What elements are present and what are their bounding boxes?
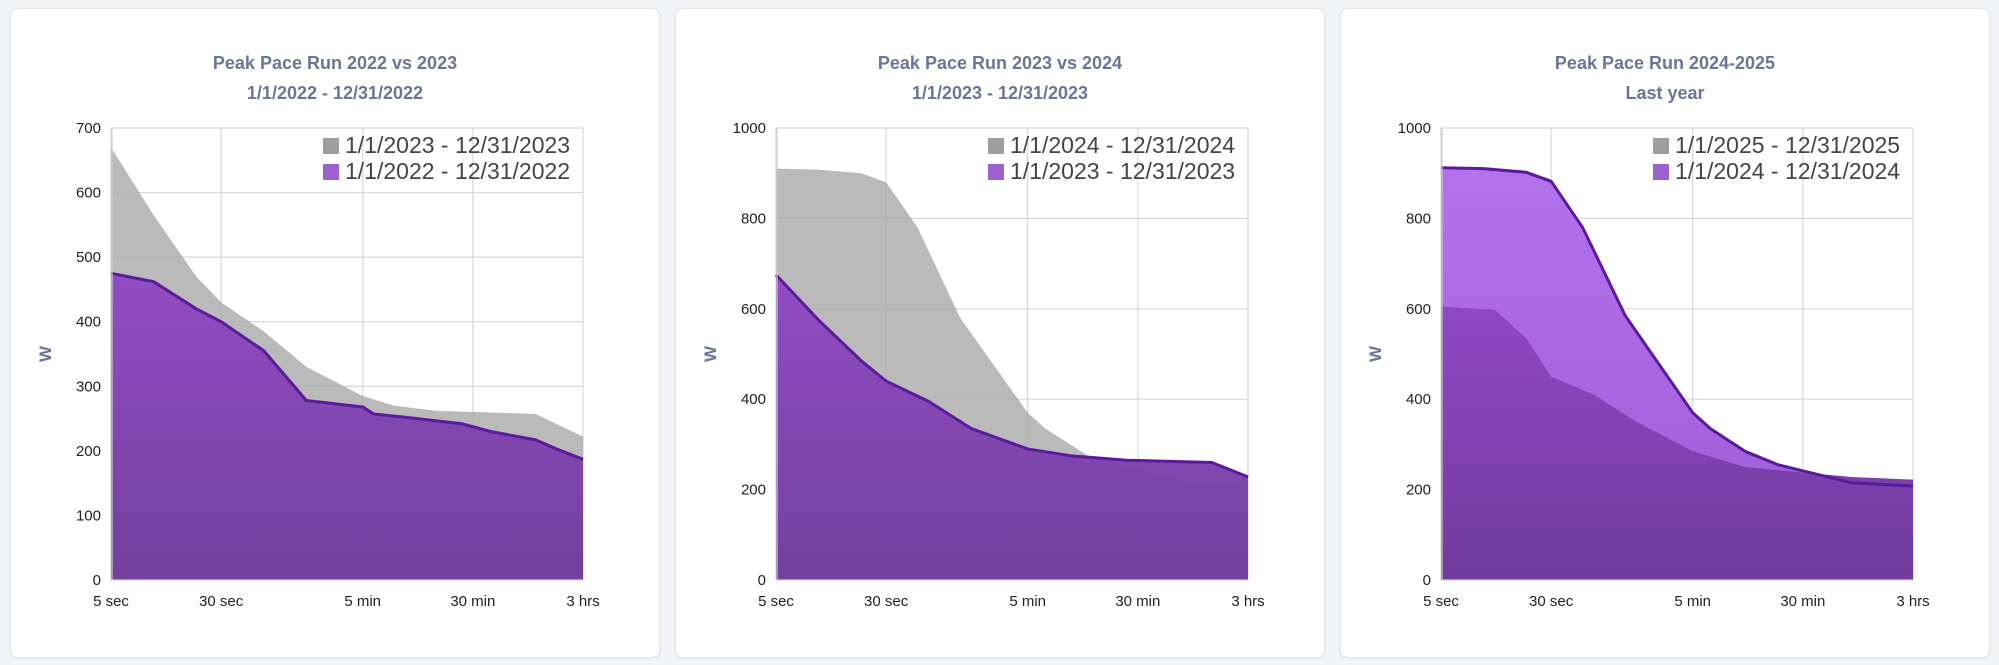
x-tick-label: 30 sec [864, 593, 909, 610]
chart-plot-2: 0 200 400 600 800 1000 5 sec 30 sec 5 min 30 min 3… [701, 120, 1265, 610]
legend-swatch [323, 164, 339, 180]
y-axis-title: W [1366, 345, 1385, 362]
x-tick-label: 5 sec [93, 593, 129, 610]
chart-card-3: Peak Pace Run 2024-2025 Last year 0 200 40… [1340, 8, 1990, 658]
y-tick-label: 300 [76, 378, 101, 395]
y-tick-label: 200 [76, 443, 101, 460]
x-tick-label: 5 sec [1423, 593, 1459, 610]
legend-swatch [988, 164, 1004, 180]
x-tick-label: 30 sec [1529, 593, 1574, 610]
y-tick-label: 0 [758, 572, 766, 589]
y-tick-label: 400 [1406, 391, 1431, 408]
legend-label: 1/1/2023 - 12/31/2023 [1010, 158, 1235, 184]
chart-card-1: Peak Pace Run 2022 vs 2023 1/1/2022 - 12… [10, 8, 660, 658]
y-tick-label: 600 [1406, 301, 1431, 318]
series-line-previous [110, 271, 584, 461]
y-tick-label: 1000 [1398, 120, 1431, 137]
y-tick-label: 400 [76, 314, 101, 331]
y-tick-label: 500 [76, 249, 101, 266]
legend-swatch [1653, 138, 1669, 154]
y-tick-label: 600 [76, 185, 101, 202]
x-tick-label: 5 min [1674, 593, 1711, 610]
y-tick-label: 200 [741, 482, 766, 499]
legend-swatch [323, 138, 339, 154]
chart-title: Peak Pace Run 2024-2025 [1554, 53, 1776, 73]
chart-plot-1: 0 100 200 300 400 500 600 700 5 sec 30 sec 5 min 30… [36, 120, 600, 610]
y-tick-label: 700 [76, 120, 101, 137]
y-axis-title: W [701, 345, 720, 362]
chart-subtitle: Last year [1625, 83, 1705, 103]
y-tick-label: 800 [1406, 210, 1431, 227]
x-tick-label: 30 sec [199, 593, 244, 610]
y-tick-label: 0 [93, 572, 101, 589]
x-tick-label: 30 min [450, 593, 495, 610]
series-area-current [1441, 306, 1913, 580]
y-tick-label: 0 [1423, 572, 1431, 589]
legend-label: 1/1/2025 - 12/31/2025 [1675, 132, 1900, 158]
series-area-previous [776, 274, 1248, 580]
x-tick-label: 3 hrs [1231, 593, 1264, 610]
legend-swatch [1653, 164, 1669, 180]
legend-label: 1/1/2024 - 12/31/2024 [1675, 158, 1900, 184]
legend-label: 1/1/2022 - 12/31/2022 [345, 158, 570, 184]
series-line-previous [1440, 166, 1914, 488]
legend-label: 1/1/2024 - 12/31/2024 [1010, 132, 1235, 158]
series-area-previous [111, 273, 583, 580]
y-tick-label: 200 [1406, 482, 1431, 499]
chart-title: Peak Pace Run 2022 vs 2023 [212, 53, 458, 73]
x-tick-label: 5 sec [758, 593, 794, 610]
legend-swatch [988, 138, 1004, 154]
chart-subtitle: 1/1/2023 - 12/31/2023 [911, 83, 1089, 103]
x-tick-label: 30 min [1780, 593, 1825, 610]
x-tick-label: 30 min [1115, 593, 1160, 610]
y-tick-label: 100 [76, 507, 101, 524]
chart-title: Peak Pace Run 2023 vs 2024 [877, 53, 1123, 73]
chart-subtitle: 1/1/2022 - 12/31/2022 [246, 83, 424, 103]
legend-label: 1/1/2023 - 12/31/2023 [345, 132, 570, 158]
y-tick-label: 600 [741, 301, 766, 318]
x-tick-label: 5 min [344, 593, 381, 610]
chart-card-2: Peak Pace Run 2023 vs 2024 1/1/2023 - 12… [675, 8, 1325, 658]
y-axis-title: W [36, 345, 55, 362]
series-line-previous [774, 273, 1249, 479]
x-tick-label: 3 hrs [1896, 593, 1929, 610]
y-tick-label: 800 [741, 210, 766, 227]
chart-plot-3: 0 200 400 600 800 1000 5 sec 30 sec 5 min 30 min 3… [1366, 120, 1930, 610]
x-tick-label: 3 hrs [566, 593, 599, 610]
x-tick-label: 5 min [1009, 593, 1046, 610]
y-tick-label: 1000 [733, 120, 766, 137]
y-tick-label: 400 [741, 391, 766, 408]
